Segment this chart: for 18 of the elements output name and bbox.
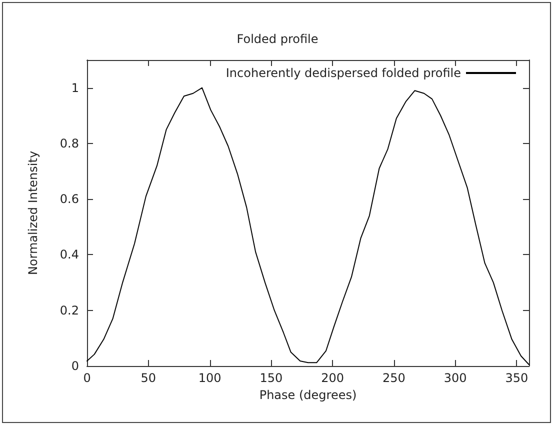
y-tick-label: 0.4: [60, 248, 79, 262]
x-tick-label: 350: [505, 371, 528, 385]
y-tick-label: 0.2: [60, 303, 79, 318]
x-tick-label: 200: [321, 371, 344, 385]
x-tick-label: 150: [260, 371, 283, 385]
y-tick-label: 0.6: [60, 192, 79, 206]
y-tick-label: 0: [71, 359, 79, 373]
x-tick-label: 0: [83, 371, 91, 385]
y-tick-label: 1: [71, 80, 79, 95]
x-tick-label: 300: [444, 371, 467, 385]
y-axis-title: Normalized Intensity: [26, 150, 40, 276]
chart-title: Folded profile: [236, 32, 318, 46]
x-tick-label: 250: [382, 371, 406, 385]
x-tick-label: 100: [198, 371, 222, 385]
x-tick-label: 50: [140, 371, 156, 385]
y-tick-label: 0.8: [60, 136, 79, 150]
x-axis-title: Phase (degrees): [259, 388, 357, 402]
legend-label: Incoherently dedispersed folded profile: [226, 66, 461, 80]
